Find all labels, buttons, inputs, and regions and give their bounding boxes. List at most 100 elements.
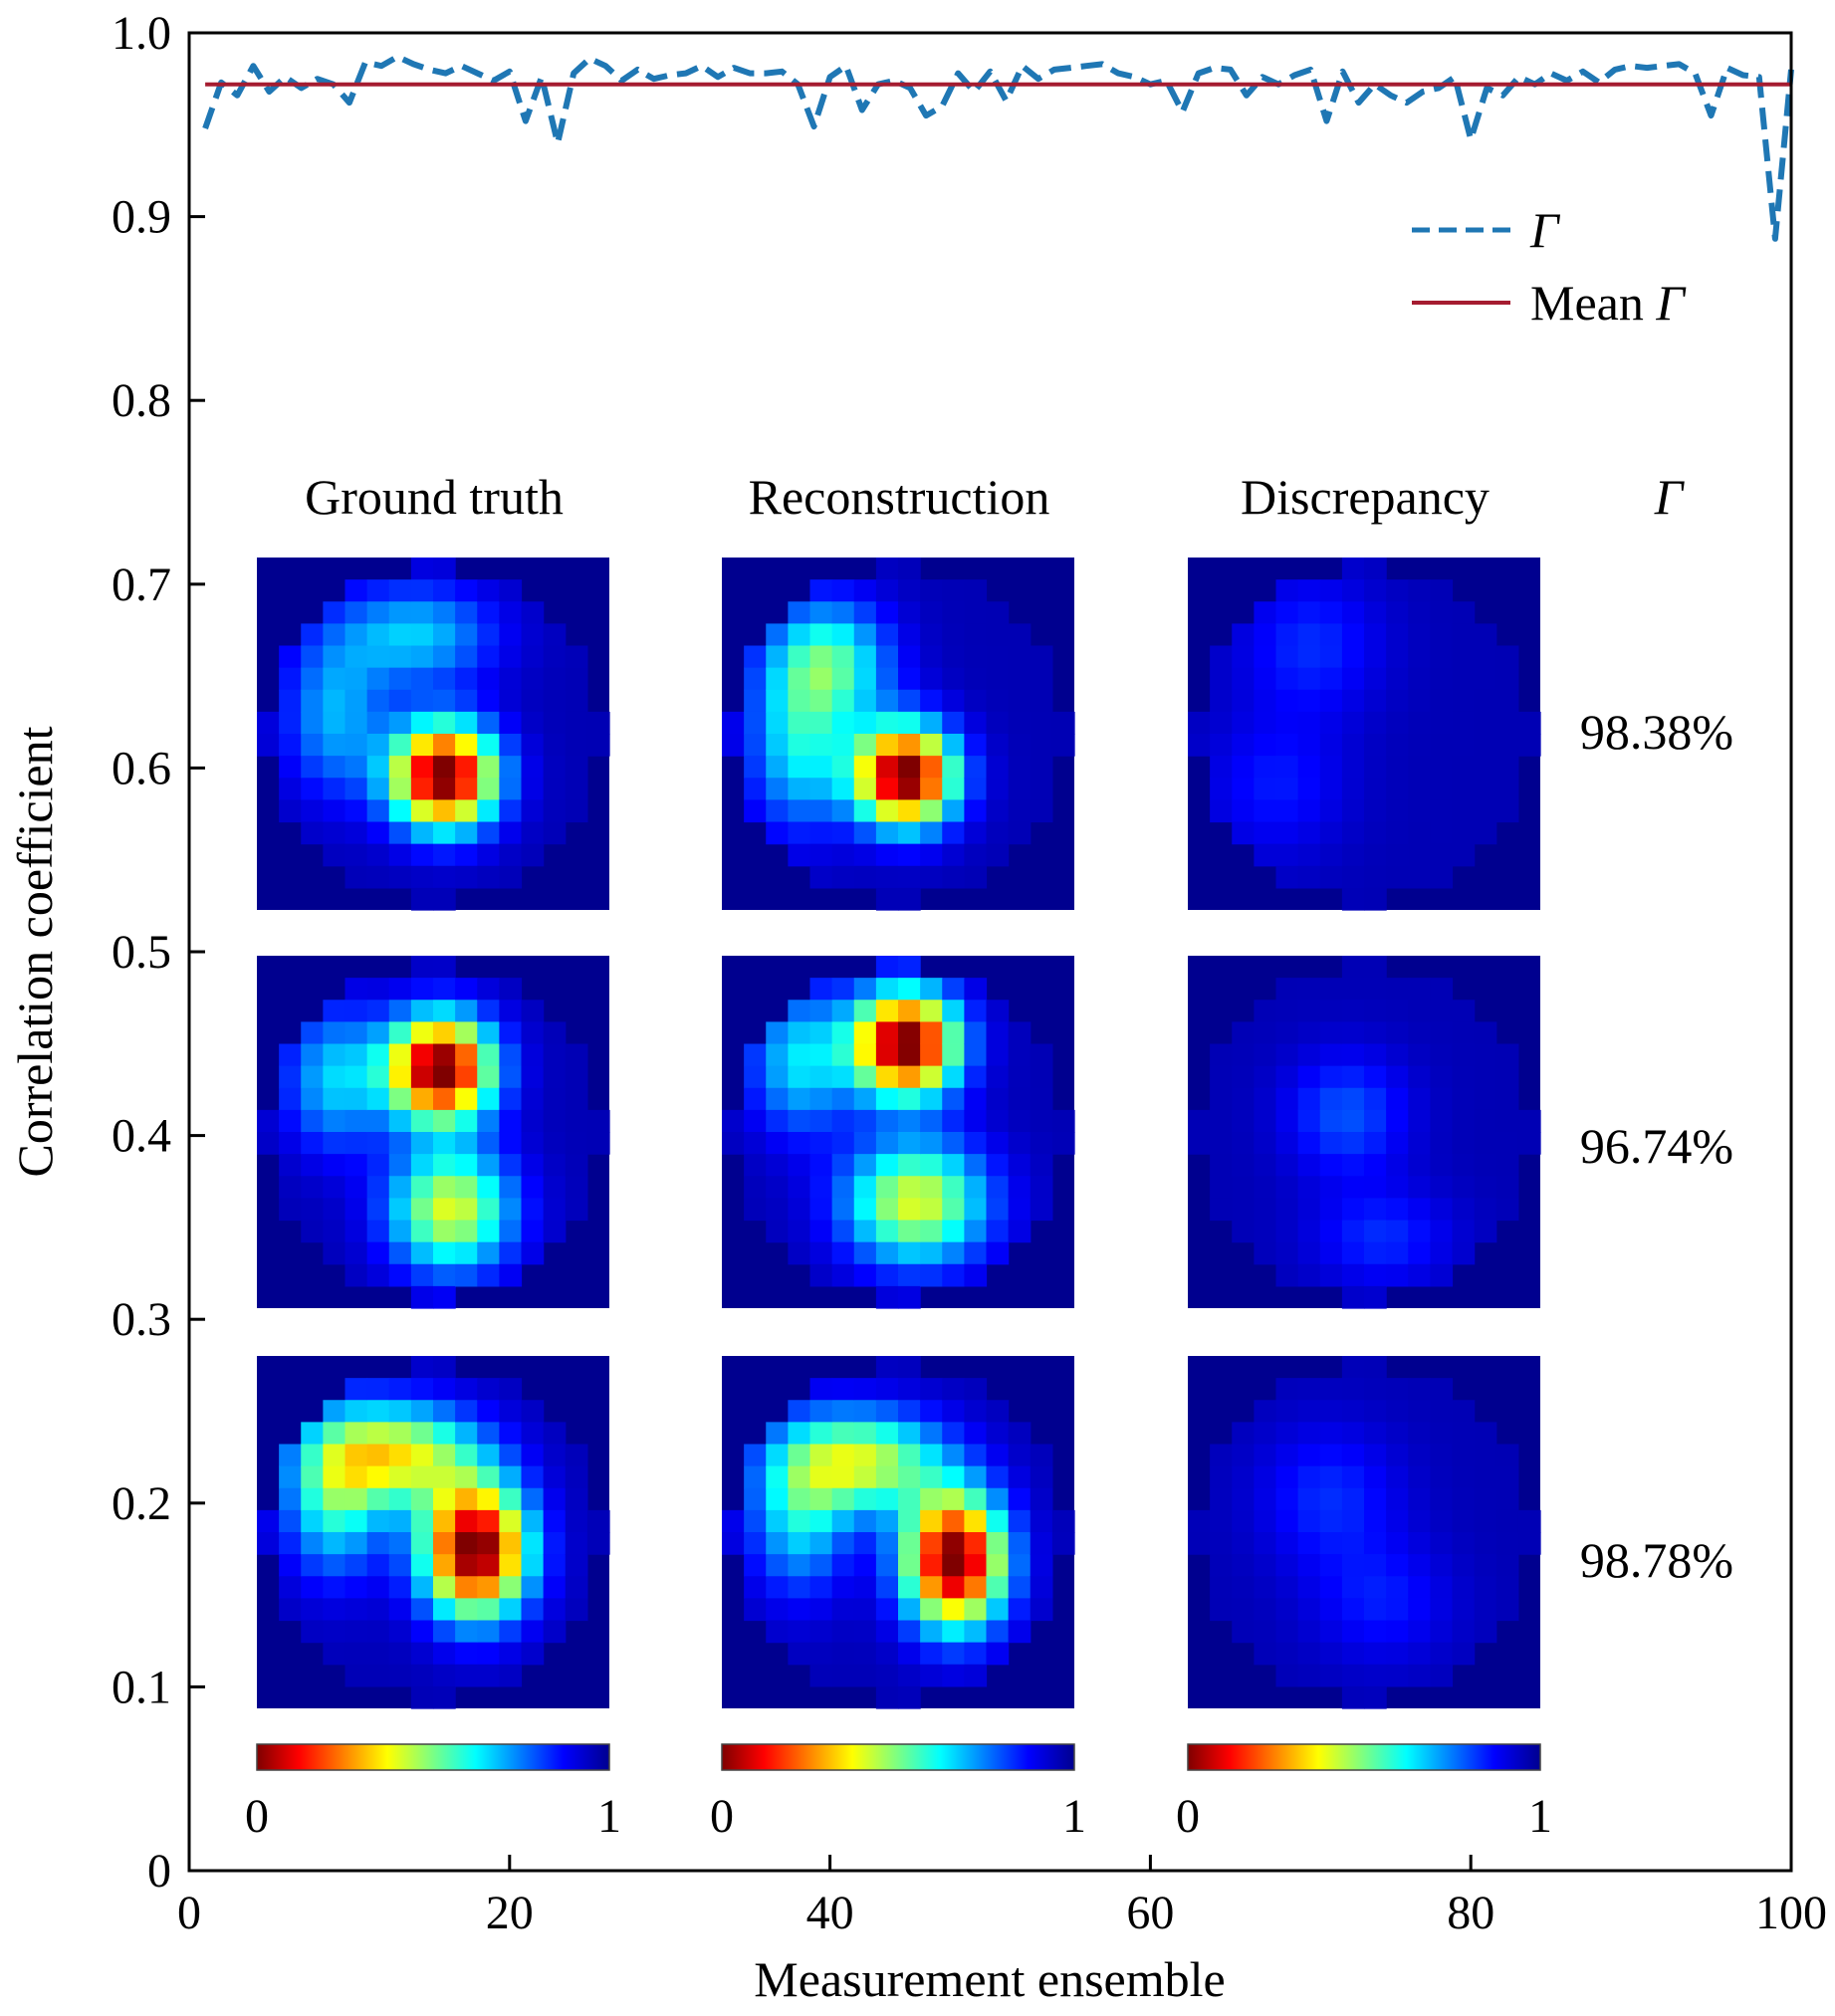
heatmap-cell [1319, 711, 1343, 735]
heatmap-cell [1386, 865, 1409, 889]
heatmap-cell [898, 821, 921, 845]
heatmap-cell [344, 601, 368, 624]
heatmap-cell [766, 1487, 789, 1511]
heatmap-cell [875, 1043, 899, 1067]
heatmap-cell [1386, 1176, 1409, 1199]
heatmap-cell [831, 978, 855, 1001]
heatmap-cell [1408, 1509, 1431, 1533]
heatmap-cell [1008, 1220, 1032, 1243]
heatmap-cell [565, 1487, 588, 1511]
heatmap-cell [744, 1065, 767, 1089]
heatmap-cell [1188, 1109, 1211, 1133]
heatmap-cell [898, 1598, 921, 1622]
heatmap-cell [499, 778, 523, 800]
heatmap-cell [1297, 1554, 1321, 1577]
heatmap-cell [1474, 1109, 1497, 1133]
heatmap-cell [1297, 1532, 1321, 1555]
heatmap-cell [344, 579, 368, 602]
heatmap-cell [565, 711, 588, 735]
heatmap-cell [1008, 1620, 1032, 1644]
heatmap-cell [766, 711, 789, 735]
heatmap-cell [279, 1154, 302, 1177]
heatmap-cell [853, 1087, 877, 1111]
x-tick-label-3: 60 [1126, 1887, 1174, 1939]
heatmap-cell [455, 756, 478, 779]
heatmap-cell [388, 1021, 412, 1045]
heatmap-cell [433, 1576, 456, 1599]
heatmap-cell [344, 1220, 368, 1243]
heatmap-cell [809, 1154, 833, 1177]
heatmap-cell [455, 601, 478, 624]
heatmap-cell [809, 799, 833, 823]
heatmap-cell [1517, 1132, 1541, 1155]
heatmap-cell [1430, 711, 1454, 735]
heatmap-cell [1232, 689, 1255, 713]
heatmap-cell [521, 1487, 545, 1511]
heatmap-cell [1319, 1576, 1343, 1599]
heatmap-cell [344, 821, 368, 845]
heatmap-cell [1210, 1532, 1233, 1555]
heatmap-cell [1452, 843, 1476, 867]
heatmap-cell [809, 1400, 833, 1423]
heatmap-cell [433, 1021, 456, 1045]
heatmap-cell [898, 1685, 921, 1709]
heatmap-cell [388, 756, 412, 779]
heatmap-cell [1319, 799, 1343, 823]
heatmap-cell [455, 843, 478, 867]
heatmap-cell [1364, 1465, 1387, 1489]
heatmap-cell [1275, 1109, 1299, 1133]
heatmap-cell [1210, 1444, 1233, 1467]
heatmap-cell [1275, 645, 1299, 669]
heatmap-cell [1030, 734, 1053, 757]
heatmap-cell [1297, 1465, 1321, 1489]
heatmap-cell [942, 1620, 965, 1644]
heatmap-cell [410, 843, 434, 867]
y-axis-title: Correlation coefficient [7, 726, 63, 1177]
heatmap-cell [1341, 601, 1365, 624]
heatmap-cell [1386, 1241, 1409, 1265]
heatmap-cell [942, 799, 965, 823]
heatmap-cell [1452, 756, 1476, 779]
heatmap-cell [344, 778, 368, 800]
heatmap-cell [898, 1356, 921, 1379]
heatmap-cell [1517, 1532, 1541, 1555]
heatmap-cell [809, 1109, 833, 1133]
heatmap-cell [543, 1198, 567, 1222]
heatmap-cell [920, 821, 943, 845]
heatmap-cell [1386, 1043, 1409, 1067]
heatmap-cell [898, 1241, 921, 1265]
heatmap-cell [344, 1087, 368, 1111]
heatmap-cell [388, 821, 412, 845]
heatmap-cell [1297, 821, 1321, 845]
heatmap-cell [1364, 843, 1387, 867]
heatmap-cell [1474, 778, 1497, 800]
heatmap-cell [366, 1220, 390, 1243]
x-tick-label-2: 40 [806, 1887, 854, 1939]
heatmap-cell [323, 1021, 346, 1045]
heatmap-cell [920, 1422, 943, 1446]
heatmap-cell [920, 734, 943, 757]
heatmap-cell [831, 1132, 855, 1155]
heatmap-cell [1430, 1263, 1454, 1287]
heatmap-cell [744, 1109, 767, 1133]
heatmap-cell [1364, 1087, 1387, 1111]
heatmap-cell [1495, 667, 1519, 691]
heatmap-cell [986, 1465, 1010, 1489]
heatmap-cell [499, 821, 523, 845]
heatmap-cell [388, 1444, 412, 1467]
heatmap-cell [323, 645, 346, 669]
heatmap-cell [986, 1198, 1010, 1222]
heatmap-cell [388, 1487, 412, 1511]
heatmap-cell [455, 978, 478, 1001]
heatmap-cell [1408, 711, 1431, 735]
heatmap-cell [920, 689, 943, 713]
heatmap-cell [521, 689, 545, 713]
heatmap-cell [323, 601, 346, 624]
heatmap-cell [301, 623, 324, 647]
heatmap-cell [455, 645, 478, 669]
heatmap-cell [565, 778, 588, 800]
heatmap-cell [1386, 689, 1409, 713]
heatmap-cell [1008, 1576, 1032, 1599]
heatmap-cell [301, 1065, 324, 1089]
heatmap-cell [1452, 1487, 1476, 1511]
